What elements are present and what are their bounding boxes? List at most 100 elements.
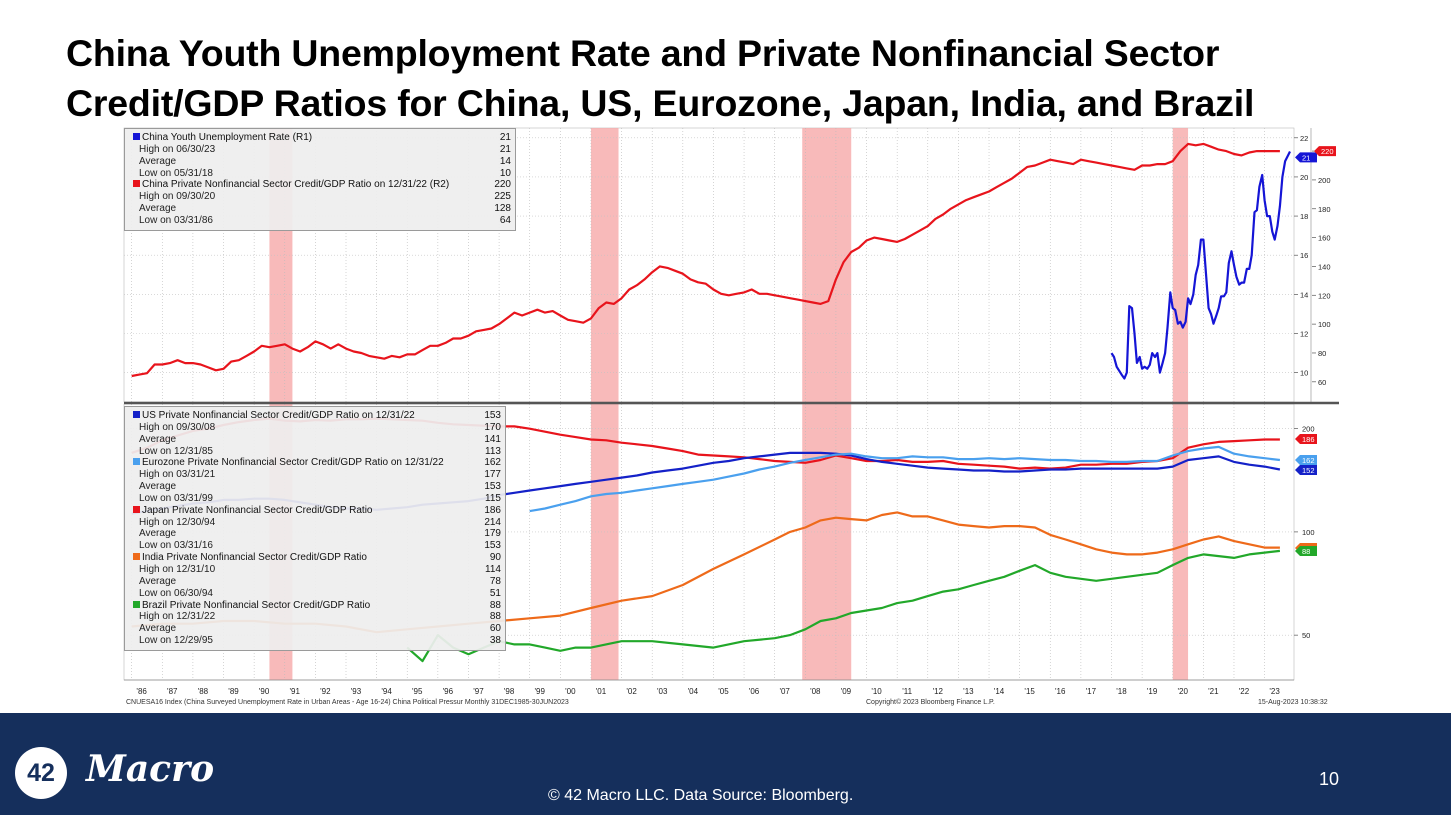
title-line-1: China Youth Unemployment Rate and Privat… (66, 32, 1220, 74)
end-label-lower-2: 152 (1295, 465, 1317, 475)
lower-tick-label: 50 (1302, 631, 1310, 640)
legend-subline-value: 114 (485, 563, 501, 575)
source-left: CNUESA16 Index (China Surveyed Unemploym… (126, 699, 569, 706)
legend-entry-label: US Private Nonfinancial Sector Credit/GD… (131, 410, 415, 422)
legend-subline-label: Low on 12/31/85 (139, 445, 213, 457)
legend-entry-value: 220 (494, 179, 511, 191)
series-line-upper-0 (1110, 151, 1291, 380)
legend-subline: Average 141 (131, 434, 501, 446)
legend-entry-label: China Private Nonfinancial Sector Credit… (131, 179, 449, 191)
x-tick-label: '02 (626, 687, 637, 696)
legend-subline-label: Low on 03/31/99 (139, 492, 213, 504)
x-tick-label: '03 (657, 687, 668, 696)
legend-entry-label: Eurozone Private Nonfinancial Sector Cre… (131, 457, 444, 469)
end-label-r1: 21 (1295, 152, 1317, 163)
legend-subline-value: 21 (499, 143, 511, 155)
x-tick-label: '10 (871, 687, 882, 696)
legend-swatch-icon (133, 600, 140, 608)
legend-subline-value: 14 (499, 155, 511, 167)
x-tick-label: '94 (381, 687, 392, 696)
legend-subline-value: 128 (494, 203, 511, 215)
x-tick-label: '16 (1055, 687, 1066, 696)
x-tick-label: '08 (810, 687, 821, 696)
legend-subline: High on 09/30/20 225 (131, 191, 511, 203)
legend-subline: High on 12/31/22 88 (131, 611, 501, 623)
legend-upper: China Youth Unemployment Rate (R1) 21 High… (124, 128, 516, 231)
x-tick-label: '21 (1208, 687, 1219, 696)
legend-subline-value: 64 (499, 214, 511, 226)
legend-subline-value: 225 (494, 191, 511, 203)
legend-subline-label: High on 06/30/23 (139, 143, 216, 155)
r2-tick-label: 60 (1318, 378, 1326, 387)
end-label-text: 220 (1321, 147, 1334, 156)
x-tick-label: '96 (443, 687, 454, 696)
legend-subline-value: 10 (499, 167, 511, 179)
r2-tick-label: 120 (1318, 291, 1331, 300)
legend-subline-label: Average (139, 433, 177, 445)
end-label-text: 21 (1302, 153, 1310, 162)
legend-swatch-icon (133, 411, 140, 418)
r1-tick-label: 20 (1300, 173, 1308, 182)
legend-subline: High on 12/31/10 114 (131, 564, 501, 576)
source-center: Copyright© 2023 Bloomberg Finance L.P. (866, 699, 995, 706)
logo-42-icon: 42 (15, 747, 67, 799)
legend-entry-label: India Private Nonfinancial Sector Credit… (131, 552, 367, 564)
x-tick-label: '00 (565, 687, 576, 696)
logo-wordmark: Macro (86, 748, 215, 790)
x-tick-label: '13 (963, 687, 974, 696)
legend-entry-value: 162 (484, 457, 501, 469)
r1-tick-label: 16 (1300, 251, 1308, 260)
r2-tick-label: 140 (1318, 262, 1331, 271)
legend-subline: Low on 05/31/18 10 (131, 168, 511, 180)
x-tick-label: '86 (136, 687, 147, 696)
source-right: 15-Aug-2023 10:38:32 (1258, 699, 1328, 706)
x-tick-label: '19 (1147, 687, 1158, 696)
legend-subline: Average 128 (131, 203, 511, 215)
legend-swatch-icon (133, 553, 140, 561)
legend-entry: China Private Nonfinancial Sector Credit… (131, 179, 511, 191)
x-tick-label: '92 (320, 687, 331, 696)
legend-subline: High on 09/30/08 170 (131, 422, 501, 434)
end-label-text: 186 (1302, 435, 1315, 444)
end-label-lower-1: 162 (1295, 455, 1317, 465)
x-tick-label: '17 (1086, 687, 1097, 696)
x-tick-label: '22 (1239, 687, 1250, 696)
r2-tick-label: 180 (1318, 205, 1331, 214)
legend-subline-value: 153 (484, 481, 501, 493)
x-tick-label: '15 (1024, 687, 1035, 696)
x-tick-label: '97 (473, 687, 484, 696)
legend-subline-label: Low on 03/31/16 (139, 540, 213, 552)
end-label-tag (1314, 146, 1336, 157)
x-tick-label: '99 (534, 687, 545, 696)
end-label-text: 152 (1302, 466, 1315, 475)
legend-subline-label: High on 09/30/20 (139, 191, 216, 203)
legend-entry-value: 88 (489, 599, 501, 611)
legend-subline-label: High on 09/30/08 (139, 421, 216, 433)
r1-tick-label: 12 (1300, 330, 1308, 339)
legend-subline-value: 153 (484, 540, 501, 552)
legend-subline-label: High on 03/31/21 (139, 469, 216, 481)
legend-subline-label: High on 12/31/22 (139, 611, 216, 623)
legend-subline: High on 03/31/21 177 (131, 469, 501, 481)
legend-subline-value: 115 (485, 492, 501, 504)
legend-entry-label: Japan Private Nonfinancial Sector Credit… (131, 505, 372, 517)
legend-swatch-icon (133, 180, 140, 188)
legend-subline-value: 214 (484, 516, 501, 528)
x-tick-label: '87 (167, 687, 178, 696)
series-line-brazil (406, 549, 1281, 663)
title-line-2: Credit/GDP Ratios for China, US, Eurozon… (66, 82, 1255, 124)
legend-subline-label: Low on 06/30/94 (139, 587, 213, 599)
x-tick-label: '20 (1178, 687, 1189, 696)
legend-subline: Average 153 (131, 481, 501, 493)
legend-subline-value: 170 (484, 421, 501, 433)
x-tick-label: '98 (504, 687, 515, 696)
legend-subline-value: 60 (489, 623, 501, 635)
legend-entry-value: 153 (484, 410, 501, 421)
legend-subline: Low on 03/31/86 64 (131, 215, 511, 227)
r2-tick-label: 80 (1318, 349, 1326, 358)
legend-subline-label: Average (139, 575, 177, 587)
legend-subline-label: Average (139, 623, 177, 635)
footer-copyright: © 42 Macro LLC. Data Source: Bloomberg. (548, 787, 854, 804)
legend-entry-value: 90 (489, 552, 501, 564)
page-number: 10 (1319, 769, 1340, 789)
